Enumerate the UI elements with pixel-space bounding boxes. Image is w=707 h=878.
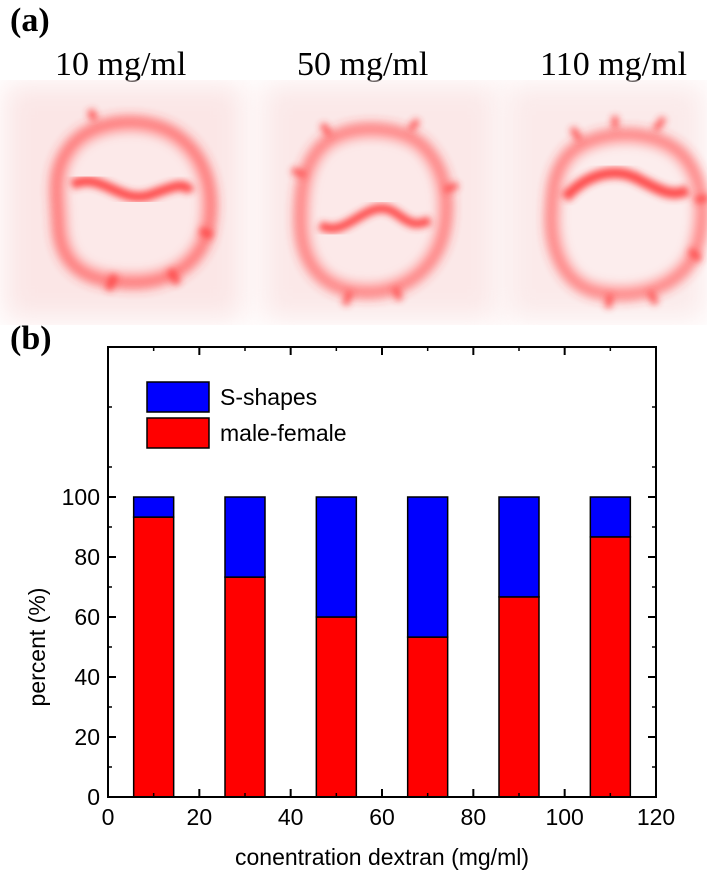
legend-label-s-shapes: S-shapes bbox=[220, 384, 317, 410]
y-tick-label: 100 bbox=[62, 484, 100, 510]
micrograph-cell-2 bbox=[262, 84, 498, 320]
bar-male-female-50 bbox=[315, 616, 358, 798]
micrograph-title-1: 10 mg/ml bbox=[55, 46, 187, 83]
y-tick-label: 0 bbox=[87, 784, 100, 810]
bar-s-shapes-90 bbox=[498, 496, 540, 598]
bar-male-female-110 bbox=[589, 536, 632, 798]
y-tick-label: 20 bbox=[74, 724, 100, 750]
legend-swatch-s-shapes bbox=[146, 381, 210, 413]
ticks-group: 0 20 40 60 80 100 120 0 20 40 60 80 100 bbox=[62, 347, 675, 830]
x-tick-label: 80 bbox=[461, 804, 487, 830]
bar-male-female-10 bbox=[132, 516, 175, 798]
plot-frame bbox=[107, 346, 657, 798]
y-tick-label: 80 bbox=[74, 544, 100, 570]
legend: S-shapes male-female bbox=[146, 381, 347, 449]
x-tick-label: 100 bbox=[545, 804, 583, 830]
bar-s-shapes-10 bbox=[132, 496, 175, 518]
y-tick-label: 60 bbox=[74, 604, 100, 630]
bar-s-shapes-110 bbox=[589, 496, 632, 538]
x-tick-label: 40 bbox=[278, 804, 304, 830]
bar-male-female-90 bbox=[498, 596, 540, 798]
bar-male-female-30 bbox=[224, 576, 266, 798]
micrograph-title-3: 110 mg/ml bbox=[540, 46, 688, 83]
micrograph-strip bbox=[4, 84, 707, 320]
bar-s-shapes-70 bbox=[406, 496, 449, 638]
bar-s-shapes-50 bbox=[315, 496, 358, 618]
x-tick-label: 60 bbox=[369, 804, 395, 830]
x-axis-label: conentration dextran (mg/ml) bbox=[235, 844, 529, 870]
y-axis-label: percent (%) bbox=[24, 588, 50, 707]
panel-a-label: (a) bbox=[10, 2, 50, 39]
x-tick-label: 120 bbox=[637, 804, 675, 830]
panel-b-label: (b) bbox=[10, 320, 52, 357]
x-tick-label: 20 bbox=[187, 804, 213, 830]
micrograph-cell-3 bbox=[505, 84, 707, 320]
y-tick-label: 40 bbox=[74, 664, 100, 690]
bar-s-shapes-30 bbox=[224, 496, 266, 578]
legend-swatch-male-female bbox=[146, 417, 210, 449]
legend-label-male-female: male-female bbox=[220, 420, 347, 446]
micrograph-title-2: 50 mg/ml bbox=[297, 46, 429, 83]
micrograph-cell-1 bbox=[4, 84, 244, 320]
x-tick-label: 0 bbox=[102, 804, 115, 830]
bar-male-female-70 bbox=[406, 636, 449, 798]
bars-group bbox=[132, 496, 632, 798]
